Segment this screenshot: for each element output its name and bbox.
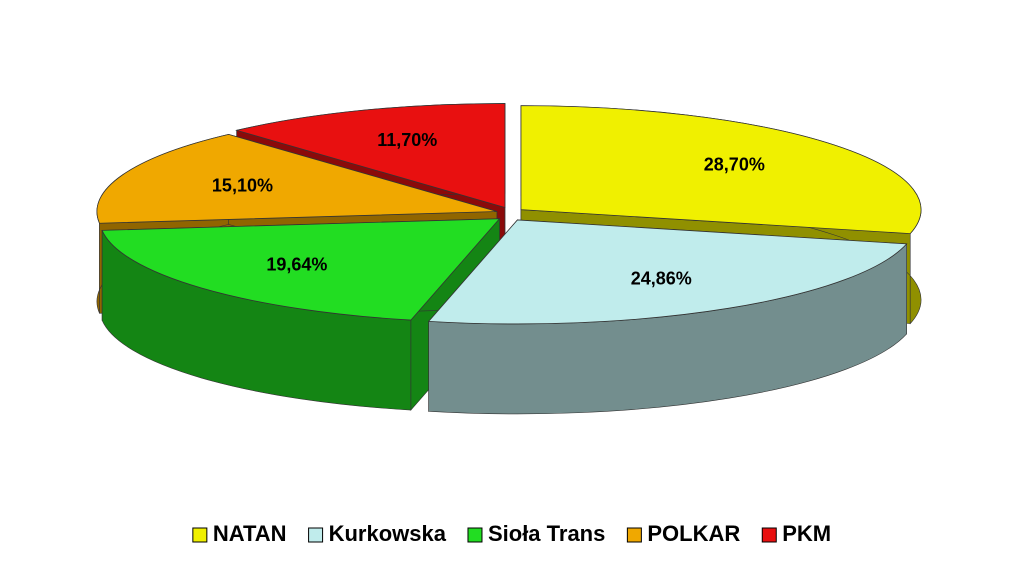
legend-swatch — [192, 527, 208, 543]
legend-label: POLKAR — [647, 521, 740, 546]
legend-swatch — [626, 527, 642, 543]
pie-slice — [427, 219, 908, 325]
legend-label: NATAN — [213, 521, 287, 546]
data-label: 24,86% — [631, 269, 692, 289]
pie-slice — [101, 218, 501, 321]
data-label: 19,64% — [266, 255, 327, 275]
data-labels: 28,70% 24,86% 19,64% 15,10% 11,70% — [212, 130, 765, 288]
data-label: 28,70% — [704, 155, 765, 175]
legend-swatch — [308, 527, 324, 543]
legend-swatch — [761, 527, 777, 543]
legend: NATAN Kurkowska Sioła Trans POLKAR PKM — [192, 521, 831, 546]
data-label: 15,10% — [212, 175, 273, 195]
legend-label: Sioła Trans — [488, 521, 605, 546]
data-label: 11,70% — [377, 130, 437, 150]
pie-slice — [235, 103, 506, 208]
pie-slice — [96, 133, 498, 224]
legend-swatch — [467, 527, 483, 543]
legend-label: Kurkowska — [329, 521, 447, 546]
pie-tops — [96, 103, 922, 325]
pie-slice — [520, 105, 922, 235]
legend-label: PKM — [782, 521, 831, 546]
